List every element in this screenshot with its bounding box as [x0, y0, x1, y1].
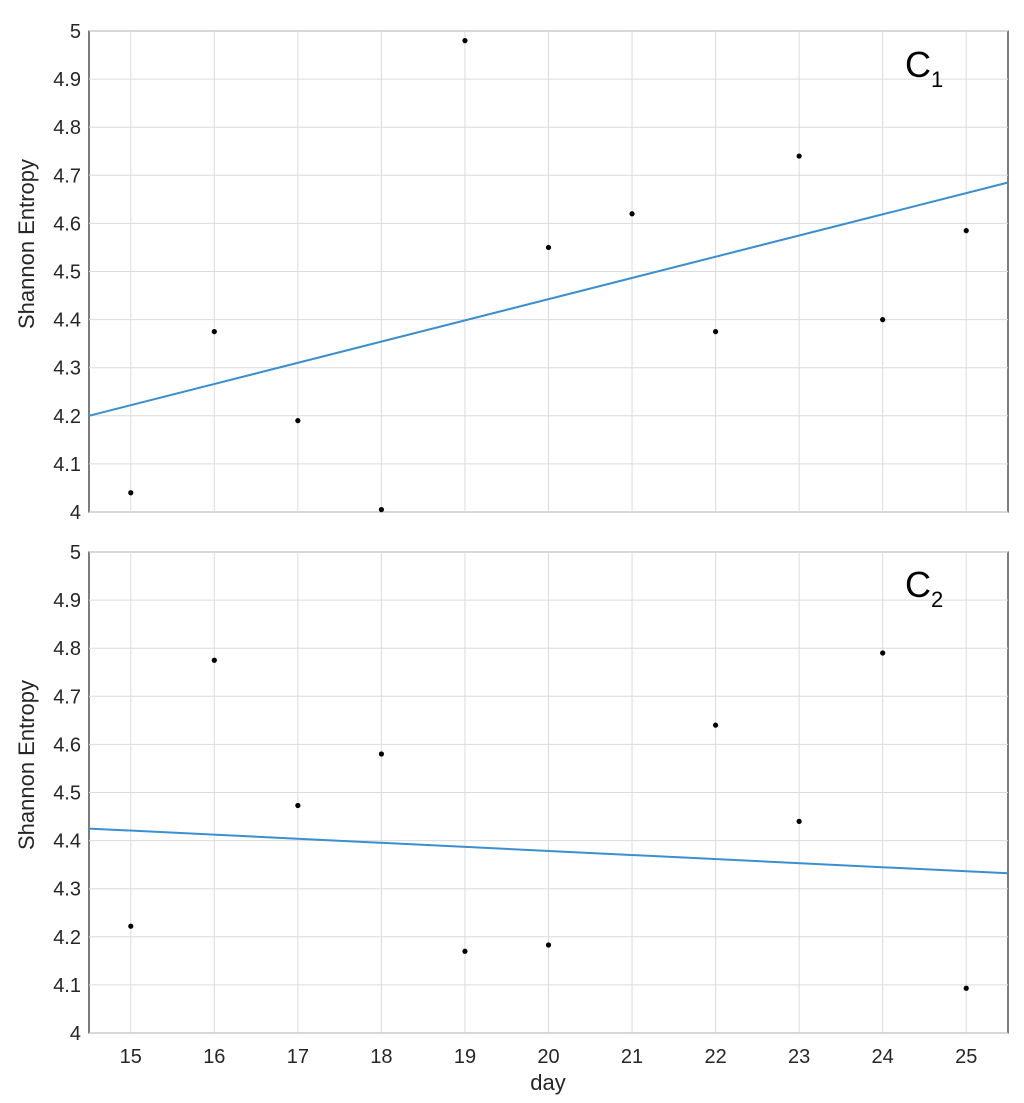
y-tick-label: 4.5: [53, 262, 81, 284]
panel-label: C2: [905, 564, 943, 612]
fit-line: [88, 181, 1009, 417]
x-tick-label: 18: [370, 1046, 392, 1068]
x-tick-label: 24: [872, 1046, 894, 1068]
data-point: [128, 490, 134, 496]
data-point: [378, 506, 385, 513]
x-tick-label: 21: [621, 1046, 643, 1068]
y-tick-label: 4.7: [53, 686, 81, 708]
x-tick-label: 16: [203, 1046, 225, 1068]
x-tick-label: 23: [788, 1046, 810, 1068]
grid: [89, 30, 1008, 513]
y-tick-label: 4: [70, 1023, 81, 1045]
data-point: [378, 751, 385, 757]
y-tick-label: 4.6: [53, 213, 81, 235]
y-tick-label: 4.6: [53, 734, 81, 756]
data-point: [462, 38, 468, 44]
x-tick-label: 17: [287, 1046, 309, 1068]
data-point: [796, 818, 802, 824]
y-tick-labels: 4 4.1 4.2 4.3 4.4 4.5 4.6 4.7 4.8 4.9 5: [53, 21, 81, 524]
y-axis-label: Shannon Entropy: [14, 680, 39, 850]
fit-line-group: [88, 181, 1009, 417]
y-tick-label: 4.7: [53, 165, 81, 187]
y-tick-labels: 4 4.1 4.2 4.3 4.4 4.5 4.6 4.7 4.8 4.9 5: [53, 542, 81, 1045]
fit-line-group: [88, 827, 1009, 875]
panel-label: C1: [905, 44, 943, 92]
x-tick-label: 22: [704, 1046, 726, 1068]
data-point: [712, 329, 719, 335]
data-point: [880, 650, 886, 656]
y-tick-label: 5: [70, 542, 81, 564]
data-point: [963, 228, 969, 234]
x-tick-label: 19: [454, 1046, 476, 1068]
y-tick-label: 4.9: [53, 590, 81, 612]
y-tick-label: 4.2: [53, 927, 81, 949]
y-tick-label: 4.9: [53, 69, 81, 91]
data-point: [295, 418, 301, 424]
y-tick-label: 4.4: [53, 831, 81, 853]
x-tick-label: 15: [120, 1046, 142, 1068]
y-tick-label: 5: [70, 21, 81, 43]
y-tick-label: 4: [70, 502, 81, 524]
x-tick-label: 20: [537, 1046, 559, 1068]
y-tick-label: 4.8: [53, 117, 81, 139]
x-axis-label: day: [530, 1070, 565, 1095]
data-points: [128, 650, 969, 991]
chart-panel-c2: 4 4.1 4.2 4.3 4.4 4.5 4.6 4.7 4.8 4.9 5 15 16 17 18 19…: [14, 542, 1009, 1095]
data-point: [211, 329, 217, 335]
data-point: [880, 317, 886, 323]
data-point: [211, 657, 217, 663]
data-point: [712, 722, 719, 728]
y-tick-label: 4.1: [53, 454, 81, 476]
data-point: [629, 211, 635, 217]
y-tick-label: 4.2: [53, 406, 81, 428]
y-tick-label: 4.4: [53, 310, 81, 332]
y-tick-label: 4.5: [53, 783, 81, 805]
y-tick-label: 4.1: [53, 975, 81, 997]
data-point: [796, 153, 802, 159]
y-tick-label: 4.3: [53, 358, 81, 380]
x-tick-label: 25: [955, 1046, 977, 1068]
data-point: [545, 244, 552, 251]
chart-panel-c1: 4 4.1 4.2 4.3 4.4 4.5 4.6 4.7 4.8 4.9 5 Shannon En…: [14, 21, 1009, 524]
grid: [89, 551, 1008, 1034]
x-tick-labels: 15 16 17 18 19 20 21 22 23 24 25: [120, 1046, 978, 1068]
y-tick-label: 4.3: [53, 879, 81, 901]
data-point: [545, 942, 552, 948]
data-point: [462, 948, 468, 954]
fit-line: [88, 827, 1009, 875]
data-point: [128, 923, 134, 929]
data-point: [295, 802, 301, 809]
y-axis-label: Shannon Entropy: [14, 159, 39, 329]
data-points: [128, 38, 969, 513]
y-tick-label: 4.8: [53, 638, 81, 660]
data-point: [963, 985, 969, 991]
